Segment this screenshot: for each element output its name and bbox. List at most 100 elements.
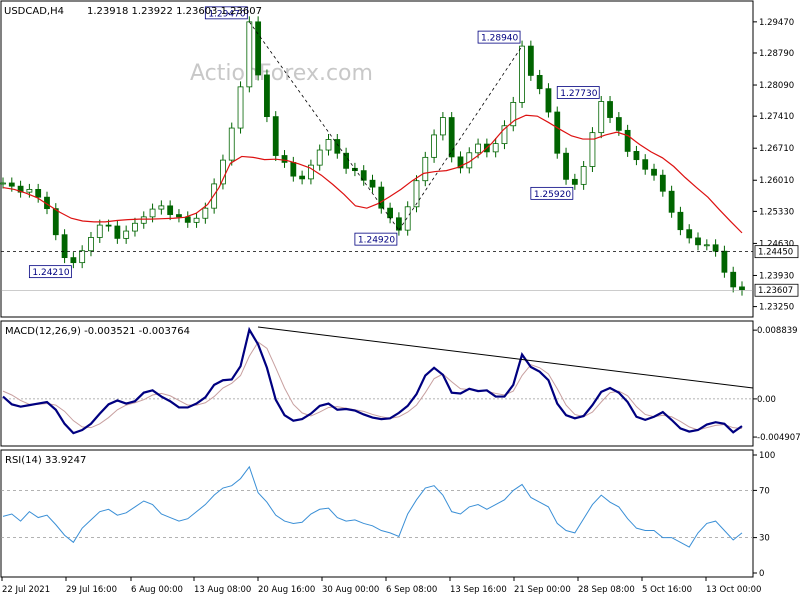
price-y-tick-label: 1.28790 [759, 49, 794, 59]
price-tag-label: 1.24450 [758, 248, 793, 258]
price-candle [88, 237, 94, 252]
price-candle [202, 207, 209, 219]
x-axis: 22 Jul 2021 29 Jul 16:00 6 Aug 00:00 13 Aug… [1, 577, 761, 595]
price-candle [26, 188, 33, 193]
pivot-label-box [28, 265, 72, 279]
macd-y-tick-label: 0.008839 [757, 326, 798, 336]
price-y-tick-label: 1.27410 [759, 112, 794, 122]
price-candle [369, 179, 376, 188]
swing-line [398, 45, 523, 231]
price-y-axis: 1.29470 1.28790 1.28090 1.27410 1.26710 1.260… [753, 18, 794, 313]
price-candle [35, 188, 42, 198]
macd-trendline [257, 326, 754, 389]
price-candle [0, 182, 6, 185]
x-tick-label: 29 Jul 16:00 [66, 585, 117, 595]
price-candle [580, 166, 587, 185]
rsi-y-tick-label: 100 [759, 451, 775, 461]
price-candle [439, 117, 446, 136]
pivot-label-box [556, 86, 600, 99]
price-candle [79, 250, 86, 264]
price-candle [61, 234, 68, 259]
price-candle [360, 170, 367, 181]
price-y-tick-label: 1.25330 [759, 207, 794, 217]
pivot-label-box [204, 6, 248, 20]
pivot-label: 1.28940 [481, 34, 518, 44]
price-candle [140, 216, 147, 224]
price-panel: ActionForex.com 1.29470 1.28790 1.28090 1.2… [0, 0, 799, 318]
price-candle [404, 206, 411, 231]
price-candle [598, 101, 605, 134]
price-candle [149, 208, 156, 218]
x-tick-label: 20 Aug 16:00 [258, 585, 315, 595]
pivot-label-box [530, 186, 574, 200]
price-candle [343, 152, 350, 169]
pivot-label: 1.29470 [208, 9, 245, 19]
price-candle [123, 230, 130, 239]
price-candle [607, 101, 613, 118]
price-candle [316, 149, 323, 166]
pivot-label-box [354, 232, 398, 246]
price-tag-label: 1.23607 [758, 286, 793, 296]
price-y-tick-label: 1.29470 [759, 18, 794, 28]
price-candle [176, 214, 182, 218]
price-candle [475, 143, 481, 154]
macd-y-tick-label: 0.00 [757, 395, 776, 405]
x-tick-label: 6 Sep 08:00 [386, 585, 437, 595]
price-candle [431, 134, 437, 158]
moving-average [2, 114, 743, 234]
macd-line [2, 326, 743, 435]
x-tick-label: 22 Jul 2021 [2, 585, 50, 595]
price-candle [536, 75, 543, 90]
rsi-gridlines [1, 490, 753, 538]
price-y-tick-label: 1.28090 [759, 81, 794, 91]
price-candle [299, 175, 306, 180]
price-candle [237, 86, 244, 129]
price-candle [290, 161, 297, 177]
price-candle [114, 225, 121, 239]
x-tick-label: 21 Sep 00:00 [514, 585, 571, 595]
price-candle [334, 139, 341, 154]
watermark: ActionForex.com [190, 61, 373, 86]
x-tick-label: 13 Aug 08:00 [194, 585, 251, 595]
price-candle [651, 168, 657, 176]
price-annotations: 1.29470 1.24210 1.24920 1.28940 1.25920 1.277… [28, 6, 600, 279]
price-tag-box [754, 283, 799, 297]
price-candle [387, 207, 393, 219]
price-series [0, 16, 745, 296]
price-candle [677, 211, 684, 231]
pivot-label: 1.27730 [560, 89, 597, 99]
price-candle [730, 271, 737, 288]
price-candle [703, 244, 710, 247]
price-candle [633, 151, 640, 161]
price-candle [615, 117, 622, 131]
price-candle [70, 257, 77, 264]
symbol-label: USDCAD,H4 [4, 6, 64, 17]
price-y-tick-label: 1.24630 [759, 239, 794, 249]
price-candle [571, 178, 578, 185]
price-candle [220, 159, 226, 185]
price-candle [492, 143, 499, 153]
price-candle [228, 127, 235, 161]
price-candle [448, 117, 455, 158]
price-candle [519, 45, 525, 103]
price-candle [510, 102, 517, 127]
ohlc-label: 1.23918 1.23922 1.23603 1.23607 [87, 6, 262, 17]
price-candle [545, 88, 552, 113]
price-candle [659, 174, 666, 192]
price-candle [457, 156, 464, 169]
price-candle [378, 186, 385, 209]
price-candle [193, 217, 200, 223]
price-candle [184, 216, 191, 223]
price-y-tick-label: 1.26710 [759, 144, 794, 154]
price-candle [695, 237, 701, 246]
macd-y-axis: 0.008839 0.00 -0.004907 [753, 326, 800, 443]
moving-average-line [2, 114, 743, 234]
macd-panel: MACD(12,26,9) -0.003521 -0.003764 0.0088… [0, 320, 800, 447]
price-candle [739, 286, 745, 291]
x-tick-label: 13 Oct 00:00 [706, 585, 761, 595]
price-candle [642, 159, 649, 170]
price-candle [554, 111, 561, 154]
price-candle [413, 180, 420, 208]
x-tick-label: 5 Oct 16:00 [642, 585, 692, 595]
